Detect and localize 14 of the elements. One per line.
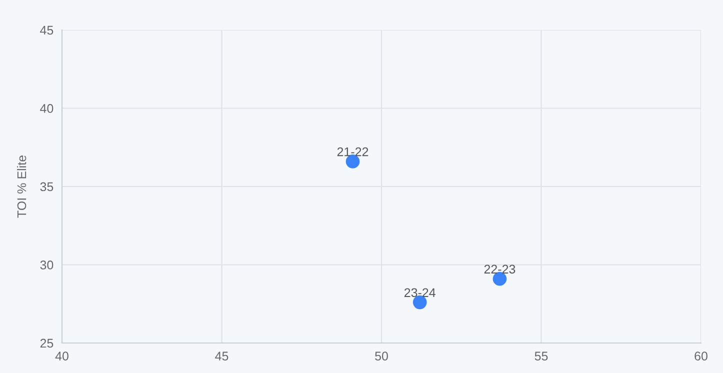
y-tick-label: 25 [40, 338, 54, 348]
annotation: 23-24 [404, 288, 436, 298]
y-tick-label: 45 [40, 26, 54, 35]
y-axis-title: TOI % Elite [17, 156, 26, 218]
y-tick-label: 35 [40, 182, 54, 192]
annotation: 21-22 [337, 147, 368, 156]
y-tick-label: 40 [40, 104, 54, 113]
annotation: 22-23 [484, 264, 516, 274]
x-tick-label: 50 [375, 352, 388, 361]
x-tick-label: 55 [534, 352, 548, 361]
y-tick-label: 30 [40, 260, 54, 270]
x-tick-label: 40 [55, 352, 68, 361]
x-tick-label: 60 [694, 352, 708, 361]
x-tick-label: 45 [215, 352, 228, 361]
